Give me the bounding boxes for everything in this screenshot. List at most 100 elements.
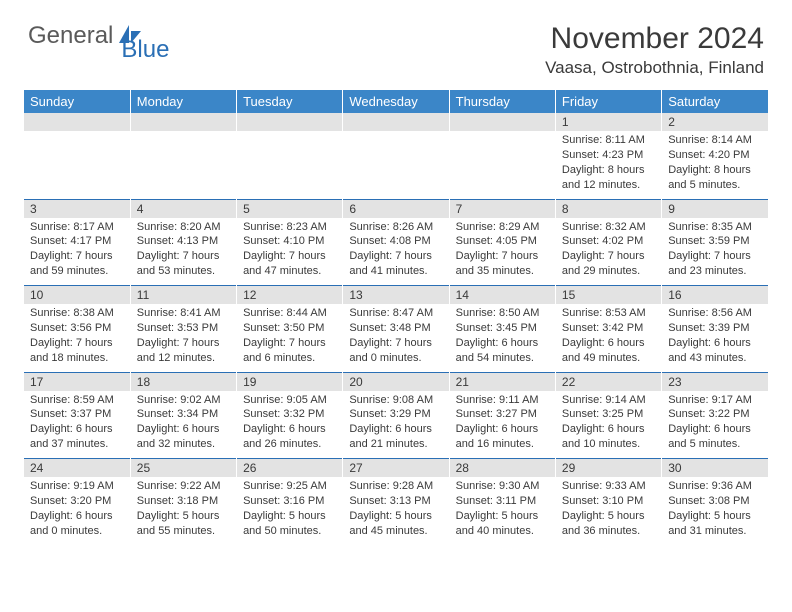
day-number-cell: 10 (24, 286, 130, 305)
day-detail-cell: Sunrise: 8:26 AMSunset: 4:08 PMDaylight:… (343, 218, 449, 286)
day-detail-cell: Sunrise: 9:33 AMSunset: 3:10 PMDaylight:… (555, 477, 661, 545)
daynum-row: 17181920212223 (24, 372, 768, 391)
sunrise-line: Sunrise: 8:56 AM (668, 307, 752, 319)
details-row: Sunrise: 8:38 AM Sunset: 3:56 PM Daylight:… (24, 304, 768, 372)
sunrise-line: Sunrise: 8:41 AM (137, 307, 221, 319)
day-detail-cell: Sunrise: 9:19 AMSunset: 3:20 PMDaylight:… (24, 477, 130, 545)
details-row: Sunrise: 8:17 AMSunset: 4:17 PMDaylight:… (24, 218, 768, 286)
daylight-line: Daylight: 5 hours and 45 minutes. (349, 510, 432, 537)
sunset-line: Sunset: 3:32 PM (243, 408, 324, 420)
sunrise-line: Sunrise: 8:38 AM (30, 307, 114, 319)
day-number-cell: 25 (130, 459, 236, 478)
sunrise-line: Sunrise: 8:23 AM (243, 221, 327, 233)
day-number-cell: 6 (343, 199, 449, 218)
day-number-cell (343, 113, 449, 131)
sunset-line: Sunset: 4:10 PM (243, 235, 324, 247)
day-number-cell: 17 (24, 372, 130, 391)
sunset-line: Sunset: 4:05 PM (456, 235, 537, 247)
sunrise-line: Sunrise: 9:36 AM (668, 480, 752, 492)
day-number-cell: 29 (555, 459, 661, 478)
sunrise-line: Sunrise: 8:20 AM (137, 221, 221, 233)
day-number-cell: 12 (237, 286, 343, 305)
daylight-line: Daylight: 7 hours and 12 minutes. (137, 337, 220, 364)
sunrise-line: Sunrise: 8:53 AM (562, 307, 646, 319)
sunset-line: Sunset: 3:18 PM (137, 495, 218, 507)
sunset-line: Sunset: 3:48 PM (349, 322, 430, 334)
sunrise-line: Sunrise: 9:14 AM (562, 394, 646, 406)
sunset-line: Sunset: 3:59 PM (668, 235, 749, 247)
sunset-line: Sunset: 3:34 PM (137, 408, 218, 420)
sunrise-line: Sunrise: 8:29 AM (456, 221, 540, 233)
day-detail-cell: Sunrise: 8:32 AM Sunset: 4:02 PM Daylight:… (555, 218, 661, 286)
sunrise-line: Sunrise: 8:11 AM (562, 134, 645, 146)
sunset-line: Sunset: 3:13 PM (349, 495, 430, 507)
daylight-line: Daylight: 5 hours and 55 minutes. (137, 510, 220, 537)
day-number-cell: 5 (237, 199, 343, 218)
day-number-cell (449, 113, 555, 131)
day-detail-cell: Sunrise: 9:05 AMSunset: 3:32 PMDaylight:… (237, 391, 343, 459)
title-block: November 2024 Vaasa, Ostrobothnia, Finla… (545, 22, 764, 78)
daynum-row: 3456789 (24, 199, 768, 218)
sunrise-line: Sunrise: 8:17 AM (30, 221, 114, 233)
sunrise-line: Sunrise: 8:32 AM (562, 221, 646, 233)
day-detail-cell: Sunrise: 9:25 AMSunset: 3:16 PMDaylight:… (237, 477, 343, 545)
daylight-line: Daylight: 7 hours and 29 minutes. (562, 250, 645, 277)
daylight-line: Daylight: 7 hours and 41 minutes. (349, 250, 432, 277)
day-detail-cell: Sunrise: 9:22 AM Sunset: 3:18 PM Daylight:… (130, 477, 236, 545)
day-number-cell: 24 (24, 459, 130, 478)
day-number-cell: 1 (555, 113, 661, 131)
dow-tuesday: Tuesday (237, 90, 343, 113)
sunrise-line: Sunrise: 8:44 AM (243, 307, 327, 319)
calendar-table: Sunday Monday Tuesday Wednesday Thursday… (24, 90, 768, 545)
day-number-cell: 3 (24, 199, 130, 218)
sunset-line: Sunset: 3:25 PM (562, 408, 643, 420)
daylight-line: Daylight: 6 hours and 37 minutes. (30, 423, 113, 450)
sunset-line: Sunset: 4:02 PM (562, 235, 643, 247)
daylight-line: Daylight: 6 hours and 0 minutes. (30, 510, 113, 537)
sunset-line: Sunset: 3:42 PM (562, 322, 643, 334)
daylight-line: Daylight: 6 hours and 26 minutes. (243, 423, 326, 450)
dow-monday: Monday (130, 90, 236, 113)
day-number-cell: 8 (555, 199, 661, 218)
daylight-line: Daylight: 5 hours and 31 minutes. (668, 510, 751, 537)
sunrise-line: Sunrise: 9:33 AM (562, 480, 646, 492)
day-number-cell: 14 (449, 286, 555, 305)
day-detail-cell: Sunrise: 8:14 AMSunset: 4:20 PMDaylight:… (662, 131, 768, 199)
sunset-line: Sunset: 3:16 PM (243, 495, 324, 507)
month-title: November 2024 (545, 22, 764, 56)
sunrise-line: Sunrise: 9:22 AM (137, 480, 221, 492)
details-row: Sunrise: 8:59 AMSunset: 3:37 PMDaylight:… (24, 391, 768, 459)
sunset-line: Sunset: 4:13 PM (137, 235, 218, 247)
sunrise-line: Sunrise: 9:30 AM (456, 480, 540, 492)
day-detail-cell: Sunrise: 8:29 AMSunset: 4:05 PMDaylight:… (449, 218, 555, 286)
sunset-line: Sunset: 3:50 PM (243, 322, 324, 334)
daylight-line: Daylight: 6 hours and 16 minutes. (456, 423, 539, 450)
daylight-line: Daylight: 7 hours and 53 minutes. (137, 250, 220, 277)
day-detail-cell: Sunrise: 8:59 AMSunset: 3:37 PMDaylight:… (24, 391, 130, 459)
day-detail-cell: Sunrise: 9:02 AMSunset: 3:34 PMDaylight:… (130, 391, 236, 459)
sunrise-line: Sunrise: 8:47 AM (349, 307, 433, 319)
day-detail-cell: Sunrise: 8:53 AMSunset: 3:42 PMDaylight:… (555, 304, 661, 372)
day-of-week-row: Sunday Monday Tuesday Wednesday Thursday… (24, 90, 768, 113)
daynum-row: 24252627282930 (24, 459, 768, 478)
day-detail-cell: Sunrise: 8:38 AM Sunset: 3:56 PM Daylight:… (24, 304, 130, 372)
sunset-line: Sunset: 3:08 PM (668, 495, 749, 507)
day-number-cell: 18 (130, 372, 236, 391)
day-number-cell (130, 113, 236, 131)
logo: General Blue (28, 22, 193, 50)
day-detail-cell: Sunrise: 8:41 AMSunset: 3:53 PMDaylight:… (130, 304, 236, 372)
daylight-line: Daylight: 6 hours and 43 minutes. (668, 337, 751, 364)
day-detail-cell: Sunrise: 8:44 AMSunset: 3:50 PMDaylight:… (237, 304, 343, 372)
day-detail-cell: Sunrise: 8:35 AMSunset: 3:59 PMDaylight:… (662, 218, 768, 286)
day-detail-cell: Sunrise: 8:50 AMSunset: 3:45 PMDaylight:… (449, 304, 555, 372)
sunrise-line: Sunrise: 8:50 AM (456, 307, 540, 319)
day-number-cell: 23 (662, 372, 768, 391)
day-number-cell: 21 (449, 372, 555, 391)
day-number-cell: 28 (449, 459, 555, 478)
sunset-line: Sunset: 4:23 PM (562, 149, 643, 161)
daynum-row: 12 (24, 113, 768, 131)
sunrise-line: Sunrise: 9:17 AM (668, 394, 752, 406)
sunset-line: Sunset: 3:56 PM (30, 322, 111, 334)
daylight-line: Daylight: 7 hours and 18 minutes. (30, 337, 113, 364)
day-number-cell: 13 (343, 286, 449, 305)
